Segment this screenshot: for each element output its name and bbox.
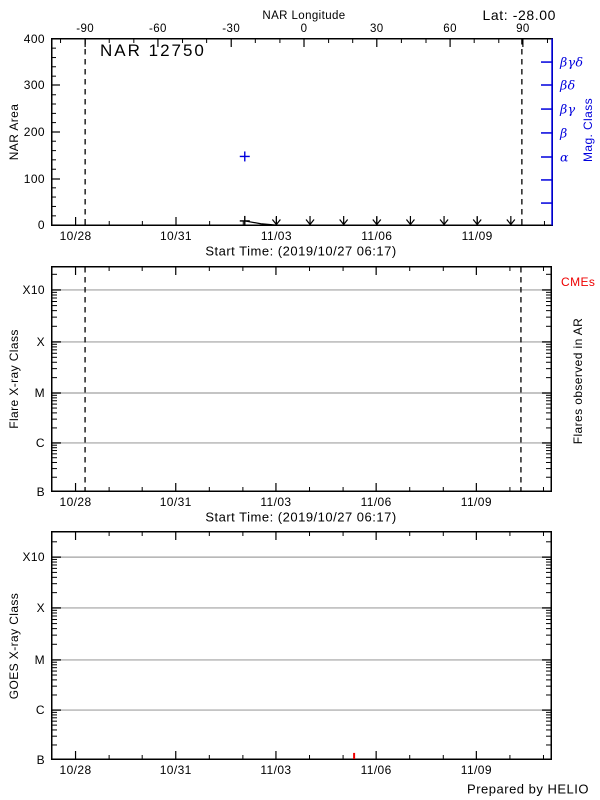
start-time-caption-2: Start Time: (2019/10/27 06:17) — [205, 509, 397, 525]
longitude-tick-label: 90 — [516, 23, 530, 35]
goes-xray-panel — [51, 531, 552, 760]
start-time-caption-1: Start Time: (2019/10/27 06:17) — [205, 243, 397, 259]
area-tick-label: 100 — [23, 172, 45, 186]
mag-class-tick-label: α — [560, 149, 569, 165]
down-arrow-marker — [309, 219, 315, 225]
mag-class-tick-label: βγ — [560, 101, 576, 117]
goes-xray-plot — [51, 531, 552, 760]
mag-class-tick-label: βδ — [560, 77, 576, 93]
class-tick-label: X — [36, 334, 45, 349]
down-arrow-marker — [472, 219, 478, 225]
down-arrow-marker — [443, 219, 449, 225]
class-tick-label: C — [35, 703, 45, 718]
date-tick-label: 10/31 — [159, 229, 192, 243]
flare-xray-axis-title: Flare X-ray Class — [7, 329, 21, 429]
class-tick-label: X10 — [22, 550, 45, 565]
down-arrow-marker — [343, 219, 349, 225]
class-tick-label: B — [36, 753, 45, 767]
nar-area-panel — [51, 38, 553, 226]
longitude-tick-label: 30 — [370, 23, 384, 35]
credit-label: Prepared by HELIO — [467, 781, 589, 797]
down-arrow-marker — [339, 219, 345, 225]
date-tick-label: 11/09 — [460, 763, 492, 777]
down-arrow-marker — [439, 219, 445, 225]
down-arrow-marker — [510, 219, 516, 225]
longitude-tick-label: -30 — [222, 23, 241, 35]
date-tick-label: 11/06 — [360, 763, 392, 777]
class-tick-label: X — [36, 600, 45, 615]
cmes-legend-label: CMEs — [561, 275, 596, 289]
date-tick-label: 11/03 — [260, 495, 292, 509]
mag-class-axis-title: Mag. Class — [581, 97, 595, 163]
date-tick-label: 11/09 — [461, 229, 493, 243]
longitude-tick-label: 0 — [300, 23, 308, 35]
longitude-tick-label: 60 — [443, 23, 457, 35]
down-arrow-marker — [376, 219, 382, 225]
flare-xray-plot — [51, 266, 552, 492]
nar-area-plot — [51, 38, 553, 226]
down-arrow-marker — [405, 219, 411, 225]
date-tick-label: 10/28 — [59, 495, 92, 509]
top-axis-title: NAR Longitude — [262, 10, 346, 22]
mag-class-tick-label: βγδ — [560, 54, 584, 70]
latitude-annotation: Lat: -28.00 — [482, 7, 556, 23]
class-tick-label: M — [34, 386, 45, 400]
mag-class-tick-label: β — [560, 125, 568, 141]
longitude-tick-label: -90 — [76, 23, 95, 35]
down-arrow-marker — [409, 219, 415, 225]
date-tick-label: 10/31 — [159, 495, 192, 509]
goes-xray-axis-title: GOES X-ray Class — [7, 592, 21, 700]
panel-border — [51, 38, 553, 226]
down-arrow-marker — [305, 219, 311, 225]
date-tick-label: 11/06 — [361, 229, 393, 243]
date-tick-label: 10/28 — [59, 229, 92, 243]
date-tick-label: 11/09 — [460, 495, 492, 509]
longitude-tick-label: -60 — [149, 23, 167, 35]
flares-observed-axis-title: Flares observed in AR — [571, 317, 585, 445]
class-tick-label: M — [34, 652, 45, 667]
panel-border — [51, 266, 552, 492]
class-tick-label: C — [35, 435, 45, 450]
down-arrow-marker — [372, 219, 378, 225]
flare-xray-panel — [51, 266, 552, 492]
date-tick-label: 11/03 — [260, 229, 292, 243]
date-tick-label: 10/28 — [59, 763, 92, 777]
date-tick-label: 11/06 — [360, 495, 392, 509]
area-trend-line — [244, 220, 277, 226]
area-tick-label: 300 — [23, 78, 45, 92]
panel-border — [51, 531, 552, 760]
down-arrow-marker — [271, 219, 277, 225]
active-region-title: NAR 12750 — [100, 41, 206, 60]
down-arrow-marker — [506, 219, 512, 225]
nar-area-axis-title: NAR Area — [7, 103, 21, 161]
down-arrow-marker — [476, 219, 482, 225]
class-tick-label: X10 — [22, 282, 45, 297]
area-tick-label: 0 — [37, 218, 45, 233]
area-tick-label: 400 — [23, 31, 45, 46]
down-arrow-marker — [275, 219, 281, 225]
date-tick-label: 11/03 — [260, 763, 292, 777]
class-tick-label: B — [36, 485, 45, 499]
area-tick-label: 200 — [23, 125, 45, 139]
date-tick-label: 10/31 — [159, 763, 192, 777]
